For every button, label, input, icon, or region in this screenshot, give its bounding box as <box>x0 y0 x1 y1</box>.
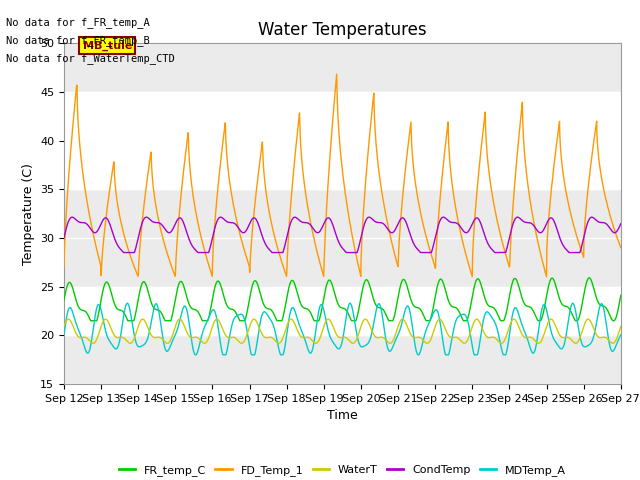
Title: Water Temperatures: Water Temperatures <box>258 21 427 39</box>
Bar <box>64 92 621 189</box>
Legend: FR_temp_C, FD_Temp_1, WaterT, CondTemp, MDTemp_A: FR_temp_C, FD_Temp_1, WaterT, CondTemp, … <box>114 461 571 480</box>
Text: MB_tule: MB_tule <box>83 40 132 50</box>
Y-axis label: Temperature (C): Temperature (C) <box>22 163 35 264</box>
Bar <box>64 287 621 336</box>
Text: No data for f_FR_temp_A: No data for f_FR_temp_A <box>6 17 150 28</box>
Text: No data for f_WaterTemp_CTD: No data for f_WaterTemp_CTD <box>6 53 175 64</box>
Text: No data for f_FR_temp_B: No data for f_FR_temp_B <box>6 35 150 46</box>
X-axis label: Time: Time <box>327 409 358 422</box>
